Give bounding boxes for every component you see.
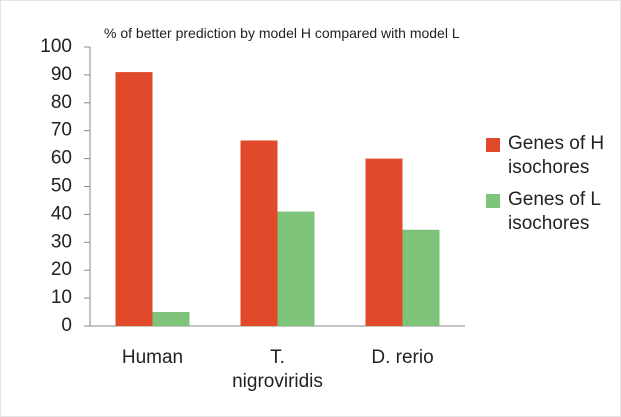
y-tick-label: 20 <box>51 259 72 280</box>
x-tick-label: D. rerio <box>371 347 434 368</box>
bar <box>365 158 403 326</box>
legend-swatch <box>486 194 500 208</box>
chart-title: % of better prediction by model H compar… <box>104 25 460 41</box>
y-tick-label: 90 <box>51 64 72 85</box>
y-tick-label: 30 <box>51 231 72 252</box>
bar <box>277 211 315 326</box>
y-tick-label: 0 <box>61 315 72 336</box>
y-tick-label: 10 <box>51 287 72 308</box>
bar <box>240 140 278 326</box>
x-tick-label: T. nigroviridis <box>232 347 323 392</box>
bar <box>152 312 190 326</box>
bar <box>402 229 440 326</box>
legend-label: Genes of L isochores <box>508 189 601 234</box>
y-tick-label: 80 <box>51 92 72 113</box>
y-tick-label: 100 <box>40 36 72 57</box>
y-tick-label: 40 <box>51 203 72 224</box>
y-tick-label: 50 <box>51 176 72 197</box>
legend-label: Genes of H isochores <box>508 133 605 178</box>
x-tick-label: Human <box>121 347 184 368</box>
y-tick-label: 70 <box>51 120 72 141</box>
legend-swatch <box>486 138 500 152</box>
y-tick-label: 60 <box>51 148 72 169</box>
bar <box>115 72 153 326</box>
